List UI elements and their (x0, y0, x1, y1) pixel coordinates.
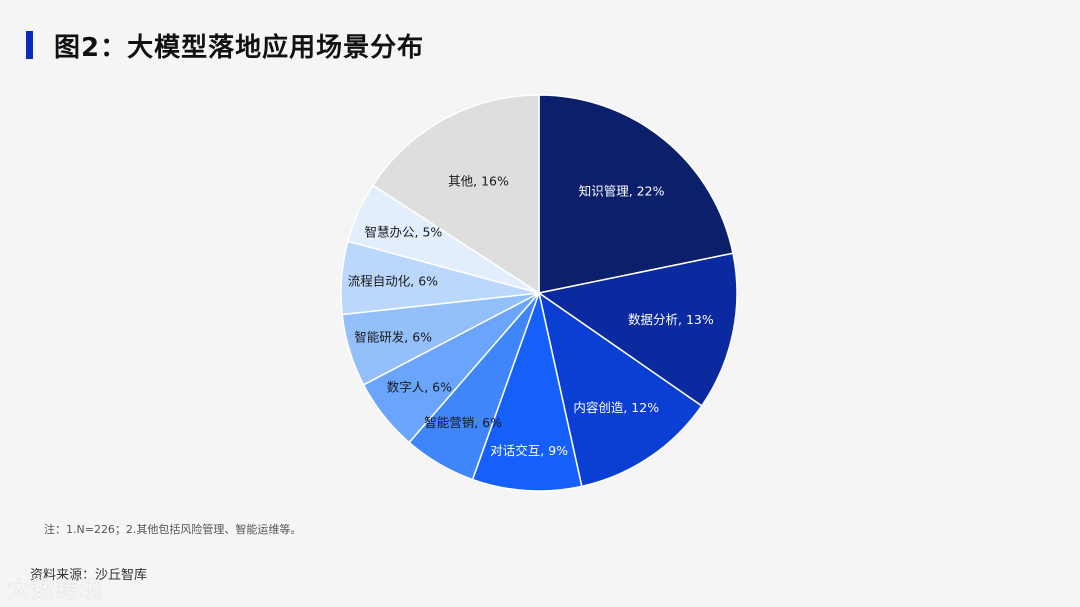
slice-label-8: 流程自动化, 6% (348, 274, 438, 289)
chart-source: 资料来源：沙丘智库 (30, 568, 148, 583)
pie-slice-3 (537, 291, 703, 488)
page-title: 图2：大模型落地应用场景分布 (54, 33, 425, 63)
chart-note: 注：1.N=226；2.其他包括风险管理、智能运维等。 (44, 523, 302, 536)
title-accent-bar (26, 31, 33, 59)
pie-slice-2 (537, 252, 738, 407)
slice-label-9: 智慧办公, 5% (365, 224, 443, 239)
pie-slice-4 (471, 290, 583, 492)
pie-slice-1 (538, 94, 734, 294)
slice-label-10: 其他, 16% (448, 174, 509, 189)
pie-slice-10 (371, 94, 540, 295)
slice-label-6: 数字人, 6% (387, 380, 452, 395)
slice-label-3: 内容创造, 12% (573, 400, 659, 415)
slice-label-5: 智能营销, 6% (424, 415, 502, 430)
watermark-logo: 大数跨境 (8, 578, 105, 603)
slice-label-7: 智能研发, 6% (354, 329, 432, 344)
slice-label-1: 知识管理, 22% (579, 184, 665, 199)
slice-label-4: 对话交互, 9% (490, 443, 568, 458)
slice-label-2: 数据分析, 13% (628, 312, 714, 327)
